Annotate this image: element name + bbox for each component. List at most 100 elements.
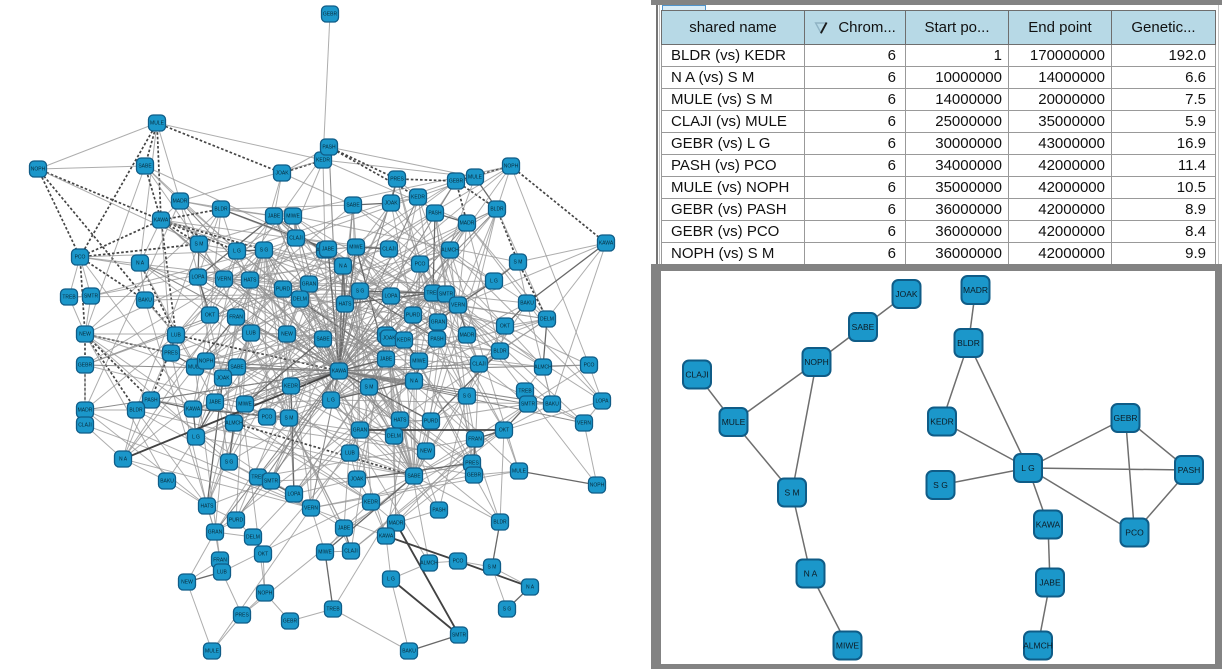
svg-text:MADR: MADR — [963, 285, 988, 295]
svg-text:NOPH: NOPH — [199, 359, 214, 365]
svg-text:DELM: DELM — [540, 317, 554, 323]
svg-text:PASH: PASH — [430, 337, 444, 343]
svg-text:NOPH: NOPH — [590, 483, 605, 489]
svg-text:TREB: TREB — [426, 291, 440, 297]
svg-text:S G: S G — [933, 480, 948, 490]
svg-text:PRES: PRES — [390, 177, 404, 183]
svg-text:PURD: PURD — [276, 287, 291, 293]
svg-text:LOPA: LOPA — [288, 492, 302, 498]
svg-text:S G: S G — [225, 460, 234, 466]
svg-text:OKT: OKT — [205, 313, 215, 319]
svg-text:CLAJI: CLAJI — [289, 236, 303, 242]
svg-text:SABE: SABE — [852, 322, 875, 332]
svg-text:BAKU: BAKU — [160, 479, 174, 485]
svg-text:KAWA: KAWA — [379, 534, 394, 540]
svg-text:KEDR: KEDR — [397, 338, 411, 344]
svg-text:S M: S M — [285, 416, 294, 422]
svg-text:CLAJI: CLAJI — [685, 369, 708, 379]
svg-text:SMTR: SMTR — [452, 633, 467, 639]
svg-text:BLDR: BLDR — [957, 338, 980, 348]
svg-text:LUB: LUB — [171, 333, 181, 339]
svg-text:KAWA: KAWA — [154, 218, 169, 224]
svg-text:N A: N A — [526, 585, 535, 591]
svg-text:MULE: MULE — [468, 175, 483, 181]
svg-text:HATS: HATS — [244, 278, 258, 284]
svg-text:MADR: MADR — [78, 408, 93, 414]
svg-text:S G: S G — [503, 607, 512, 613]
svg-text:JOAK: JOAK — [350, 477, 364, 483]
svg-text:GRAN: GRAN — [353, 428, 368, 434]
svg-text:OKT: OKT — [500, 324, 510, 330]
svg-text:NOPH: NOPH — [504, 164, 519, 170]
svg-text:PASH: PASH — [432, 508, 446, 514]
svg-text:TREB: TREB — [251, 475, 265, 481]
svg-text:PCO: PCO — [453, 559, 464, 565]
svg-text:S M: S M — [514, 260, 523, 266]
svg-text:S G: S G — [260, 248, 269, 254]
svg-text:CLAJI: CLAJI — [382, 247, 396, 253]
svg-text:L G: L G — [387, 577, 395, 583]
svg-text:HATS: HATS — [339, 302, 353, 308]
svg-text:MADR: MADR — [460, 221, 475, 227]
svg-text:DELM: DELM — [246, 535, 260, 541]
svg-text:BLDR: BLDR — [129, 408, 143, 414]
svg-text:SMTR: SMTR — [264, 479, 279, 485]
svg-text:L G: L G — [1021, 463, 1034, 473]
svg-text:GEBR: GEBR — [1113, 413, 1137, 423]
svg-text:MADR: MADR — [389, 521, 404, 527]
svg-text:JOAK: JOAK — [275, 171, 289, 177]
svg-text:FRAN: FRAN — [213, 558, 227, 564]
svg-text:MULE: MULE — [205, 649, 220, 655]
svg-text:KEDR: KEDR — [930, 416, 954, 426]
svg-text:KAWA: KAWA — [1036, 519, 1061, 529]
svg-text:MIWE: MIWE — [318, 550, 332, 556]
svg-text:BLDR: BLDR — [493, 520, 507, 526]
svg-text:SABE: SABE — [138, 164, 152, 170]
svg-text:L G: L G — [327, 398, 335, 404]
svg-text:GEBR: GEBR — [449, 179, 464, 185]
svg-text:BAKU: BAKU — [520, 301, 534, 307]
svg-text:PURD: PURD — [424, 419, 439, 425]
svg-text:JOAK: JOAK — [384, 201, 398, 207]
svg-text:JABE: JABE — [322, 247, 335, 253]
svg-text:PRES: PRES — [465, 461, 479, 467]
svg-text:ALMCH: ALMCH — [225, 421, 243, 427]
svg-text:PASH: PASH — [1178, 465, 1201, 475]
svg-text:KAWA: KAWA — [186, 407, 201, 413]
svg-text:KEDR: KEDR — [411, 195, 425, 201]
svg-text:N A: N A — [804, 568, 818, 578]
svg-text:VERN: VERN — [577, 421, 591, 427]
svg-text:S M: S M — [488, 565, 497, 571]
svg-text:PASH: PASH — [144, 398, 158, 404]
svg-text:NOPH: NOPH — [804, 357, 829, 367]
svg-text:MIWE: MIWE — [349, 245, 363, 251]
svg-text:MULE: MULE — [188, 365, 203, 371]
svg-text:S M: S M — [365, 385, 374, 391]
svg-text:GRAN: GRAN — [208, 530, 223, 536]
svg-text:BLDR: BLDR — [493, 349, 507, 355]
svg-text:NOPH: NOPH — [31, 167, 46, 173]
svg-text:JOAK: JOAK — [216, 376, 230, 382]
svg-text:HATS: HATS — [201, 504, 215, 510]
svg-text:OKT: OKT — [499, 428, 509, 434]
svg-text:CLAJI: CLAJI — [344, 549, 358, 555]
svg-text:JABE: JABE — [338, 526, 351, 532]
svg-text:PRES: PRES — [235, 613, 249, 619]
svg-text:FRAN: FRAN — [468, 437, 482, 443]
svg-text:ALMCH: ALMCH — [441, 248, 459, 254]
svg-text:ALMCH: ALMCH — [534, 365, 552, 371]
svg-text:PURD: PURD — [406, 313, 421, 319]
svg-text:PRES: PRES — [164, 351, 178, 357]
svg-text:MULE: MULE — [722, 417, 746, 427]
svg-text:SABE: SABE — [316, 337, 330, 343]
svg-text:PURD: PURD — [229, 518, 244, 524]
svg-text:NEW: NEW — [181, 580, 193, 586]
svg-text:VERN: VERN — [304, 506, 318, 512]
svg-text:KEDR: KEDR — [316, 158, 330, 164]
svg-text:OKT: OKT — [258, 552, 268, 558]
svg-text:JABE: JABE — [1039, 577, 1061, 587]
svg-text:NEW: NEW — [420, 449, 432, 455]
svg-text:SMTR: SMTR — [439, 292, 454, 298]
svg-text:MIWE: MIWE — [238, 402, 252, 408]
svg-text:BLDR: BLDR — [214, 207, 228, 213]
